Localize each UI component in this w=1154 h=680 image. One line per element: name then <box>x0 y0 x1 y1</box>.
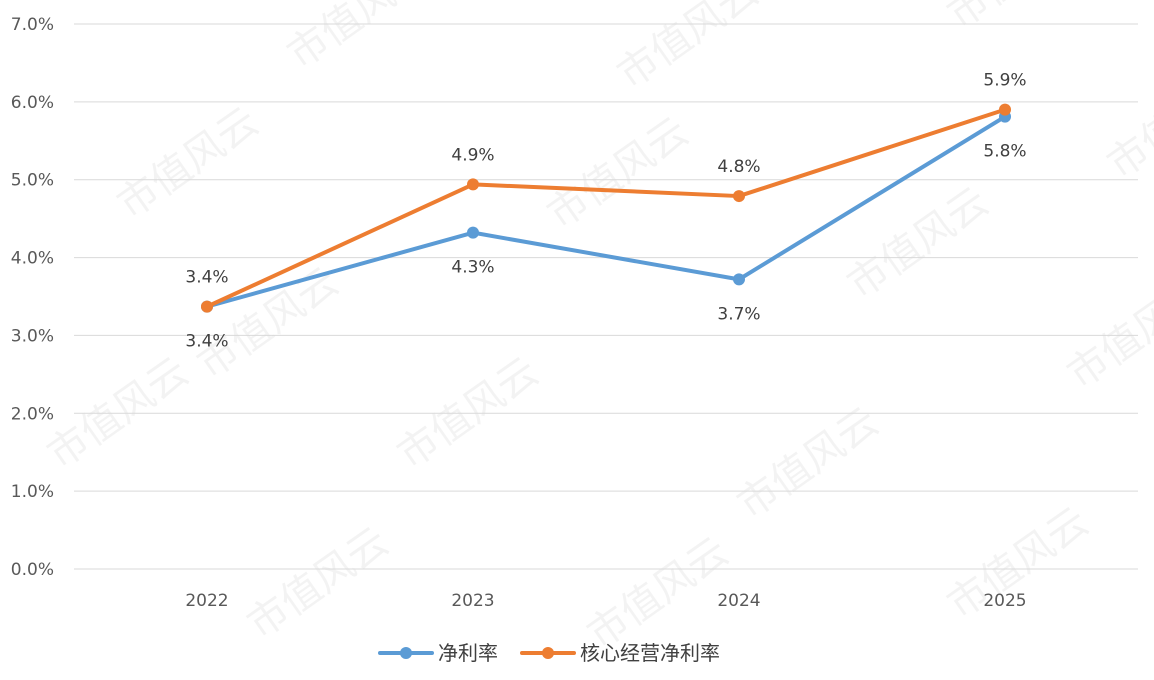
data-label: 4.8% <box>717 157 760 177</box>
data-label: 3.7% <box>717 304 760 324</box>
y-tick-label: 2.0% <box>11 404 54 424</box>
x-tick-label: 2024 <box>717 591 760 611</box>
data-point <box>467 226 479 239</box>
y-axis-ticks: 0.0% 1.0% 2.0% 3.0% 4.0% 5.0% 6.0% 7.0% <box>11 15 54 580</box>
y-tick-label: 0.0% <box>11 560 54 580</box>
legend-swatch-marker <box>400 647 412 659</box>
watermark-text: 市值风云 <box>239 519 396 648</box>
watermark-text: 市值风云 <box>729 399 886 528</box>
watermark-text: 市值风云 <box>1099 59 1154 188</box>
series-layer <box>201 103 1011 313</box>
watermark-text: 市值风云 <box>609 0 766 98</box>
watermark-text: 市值风云 <box>109 99 266 228</box>
x-axis-ticks: 2022 2023 2024 2025 <box>185 591 1026 611</box>
data-label: 4.9% <box>451 145 494 165</box>
legend: 净利率 核心经营净利率 <box>378 641 720 665</box>
data-label: 3.4% <box>185 268 228 288</box>
watermark-text: 市值风云 <box>279 0 436 78</box>
series-line <box>205 114 1007 309</box>
data-labels: 3.4% 4.3% 3.7% 5.8% 3.4% 4.9% 4.8% 5.9% <box>185 71 1026 352</box>
y-tick-label: 7.0% <box>11 15 54 35</box>
data-point <box>733 190 745 203</box>
series-line <box>205 107 1007 309</box>
watermark-text: 市值风云 <box>839 179 996 308</box>
y-tick-label: 3.0% <box>11 326 54 346</box>
data-point <box>999 103 1011 116</box>
legend-swatch-marker <box>542 647 554 659</box>
watermark-text: 市值风云 <box>939 0 1096 38</box>
data-point <box>467 178 479 191</box>
watermark-layer: 市值风云市值风云市值风云市值风云市值风云市值风云市值风云市值风云市值风云市值风云… <box>39 0 1154 658</box>
data-label: 5.8% <box>983 142 1026 162</box>
data-label: 5.9% <box>983 71 1026 91</box>
y-tick-label: 5.0% <box>11 171 54 191</box>
y-tick-label: 6.0% <box>11 93 54 113</box>
legend-label: 核心经营净利率 <box>580 641 720 665</box>
watermark-text: 市值风云 <box>579 529 736 658</box>
y-tick-label: 1.0% <box>11 482 54 502</box>
x-tick-label: 2022 <box>185 591 228 611</box>
data-label: 4.3% <box>451 258 494 278</box>
data-point <box>201 300 213 313</box>
watermark-text: 市值风云 <box>539 109 696 238</box>
data-label: 3.4% <box>185 332 228 352</box>
x-tick-label: 2023 <box>451 591 494 611</box>
watermark-text: 市值风云 <box>1059 269 1154 398</box>
y-tick-label: 4.0% <box>11 249 54 269</box>
x-tick-label: 2025 <box>983 591 1026 611</box>
data-point <box>733 273 745 286</box>
legend-label: 净利率 <box>438 641 498 665</box>
